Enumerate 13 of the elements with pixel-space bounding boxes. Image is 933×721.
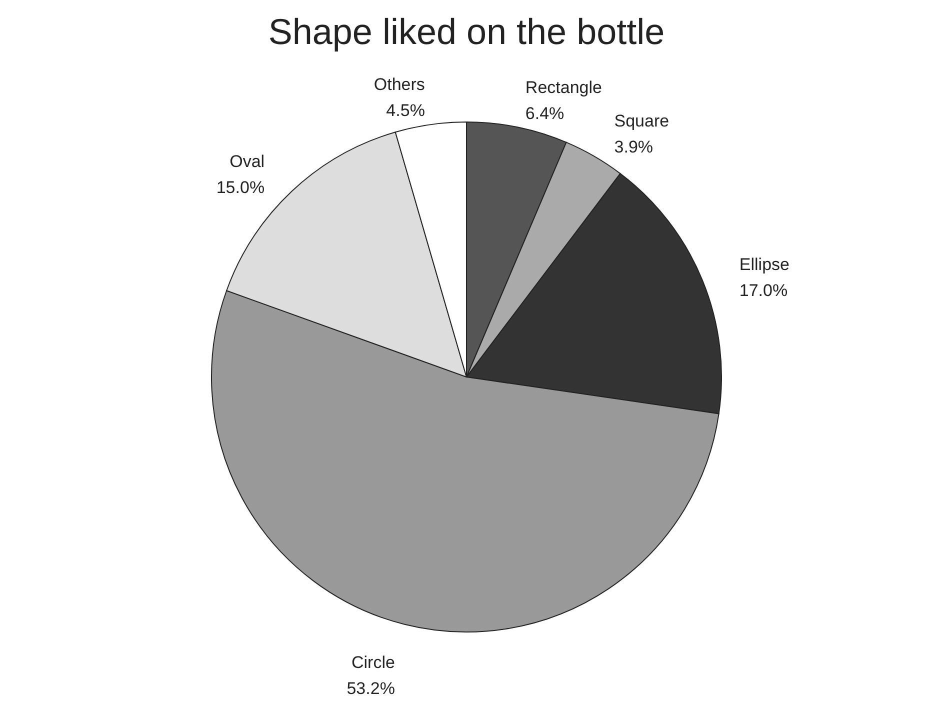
slice-label: Ellipse bbox=[739, 254, 790, 274]
data-label: 4.5% bbox=[386, 100, 425, 120]
slice-label: Rectangle bbox=[525, 78, 602, 97]
slice-label: Circle bbox=[351, 653, 395, 672]
data-label: 15.0% bbox=[216, 178, 265, 197]
data-label: 3.9% bbox=[614, 138, 654, 157]
slice-label: Others bbox=[374, 74, 425, 94]
data-label: 17.0% bbox=[739, 280, 788, 300]
data-label: 53.2% bbox=[346, 679, 395, 698]
chart-title: Shape liked on the bottle bbox=[268, 11, 665, 52]
slice-label: Square bbox=[614, 112, 670, 131]
data-label: 6.4% bbox=[525, 104, 564, 123]
slice-label: Oval bbox=[230, 152, 265, 171]
